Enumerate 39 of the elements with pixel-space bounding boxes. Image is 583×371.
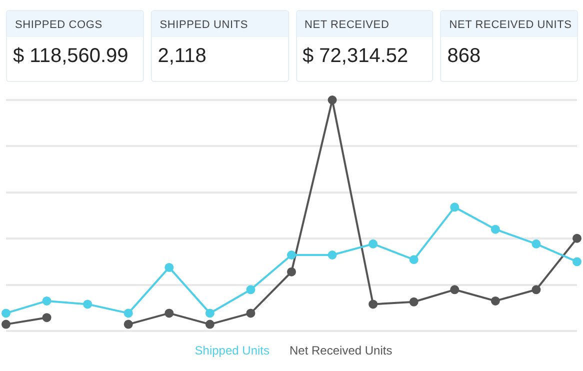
point	[164, 262, 174, 272]
text: $ 72,314.52	[302, 44, 410, 69]
point	[246, 285, 256, 294]
text: NET RECEIVED UNITS	[441, 11, 577, 37]
text: Net Received Units	[290, 343, 392, 358]
point	[164, 308, 174, 318]
point	[2, 308, 10, 318]
point	[490, 296, 500, 306]
text: NET RECEIVED	[296, 11, 432, 37]
point	[2, 320, 10, 329]
point	[328, 96, 337, 104]
point	[124, 320, 133, 329]
point	[368, 239, 378, 248]
point	[328, 250, 337, 260]
point	[450, 285, 460, 294]
point	[124, 308, 133, 318]
point	[572, 257, 582, 266]
point	[205, 308, 214, 318]
point	[246, 308, 256, 318]
point	[490, 224, 500, 234]
text: SHIPPED UNITS	[152, 11, 288, 37]
point	[532, 239, 541, 248]
point	[409, 297, 418, 306]
text: 868	[446, 44, 482, 69]
point	[205, 320, 214, 329]
point	[42, 296, 52, 306]
point	[450, 202, 460, 212]
text: 2,118	[156, 44, 208, 69]
text: SHIPPED COGS	[7, 11, 143, 37]
point	[409, 255, 418, 264]
point	[532, 285, 541, 294]
point	[368, 300, 378, 309]
text: Shipped Units	[194, 343, 270, 358]
point	[83, 300, 92, 309]
point	[572, 234, 582, 243]
point	[42, 313, 52, 322]
point	[287, 267, 296, 276]
point	[287, 250, 296, 260]
text: $ 118,560.99	[12, 44, 130, 69]
